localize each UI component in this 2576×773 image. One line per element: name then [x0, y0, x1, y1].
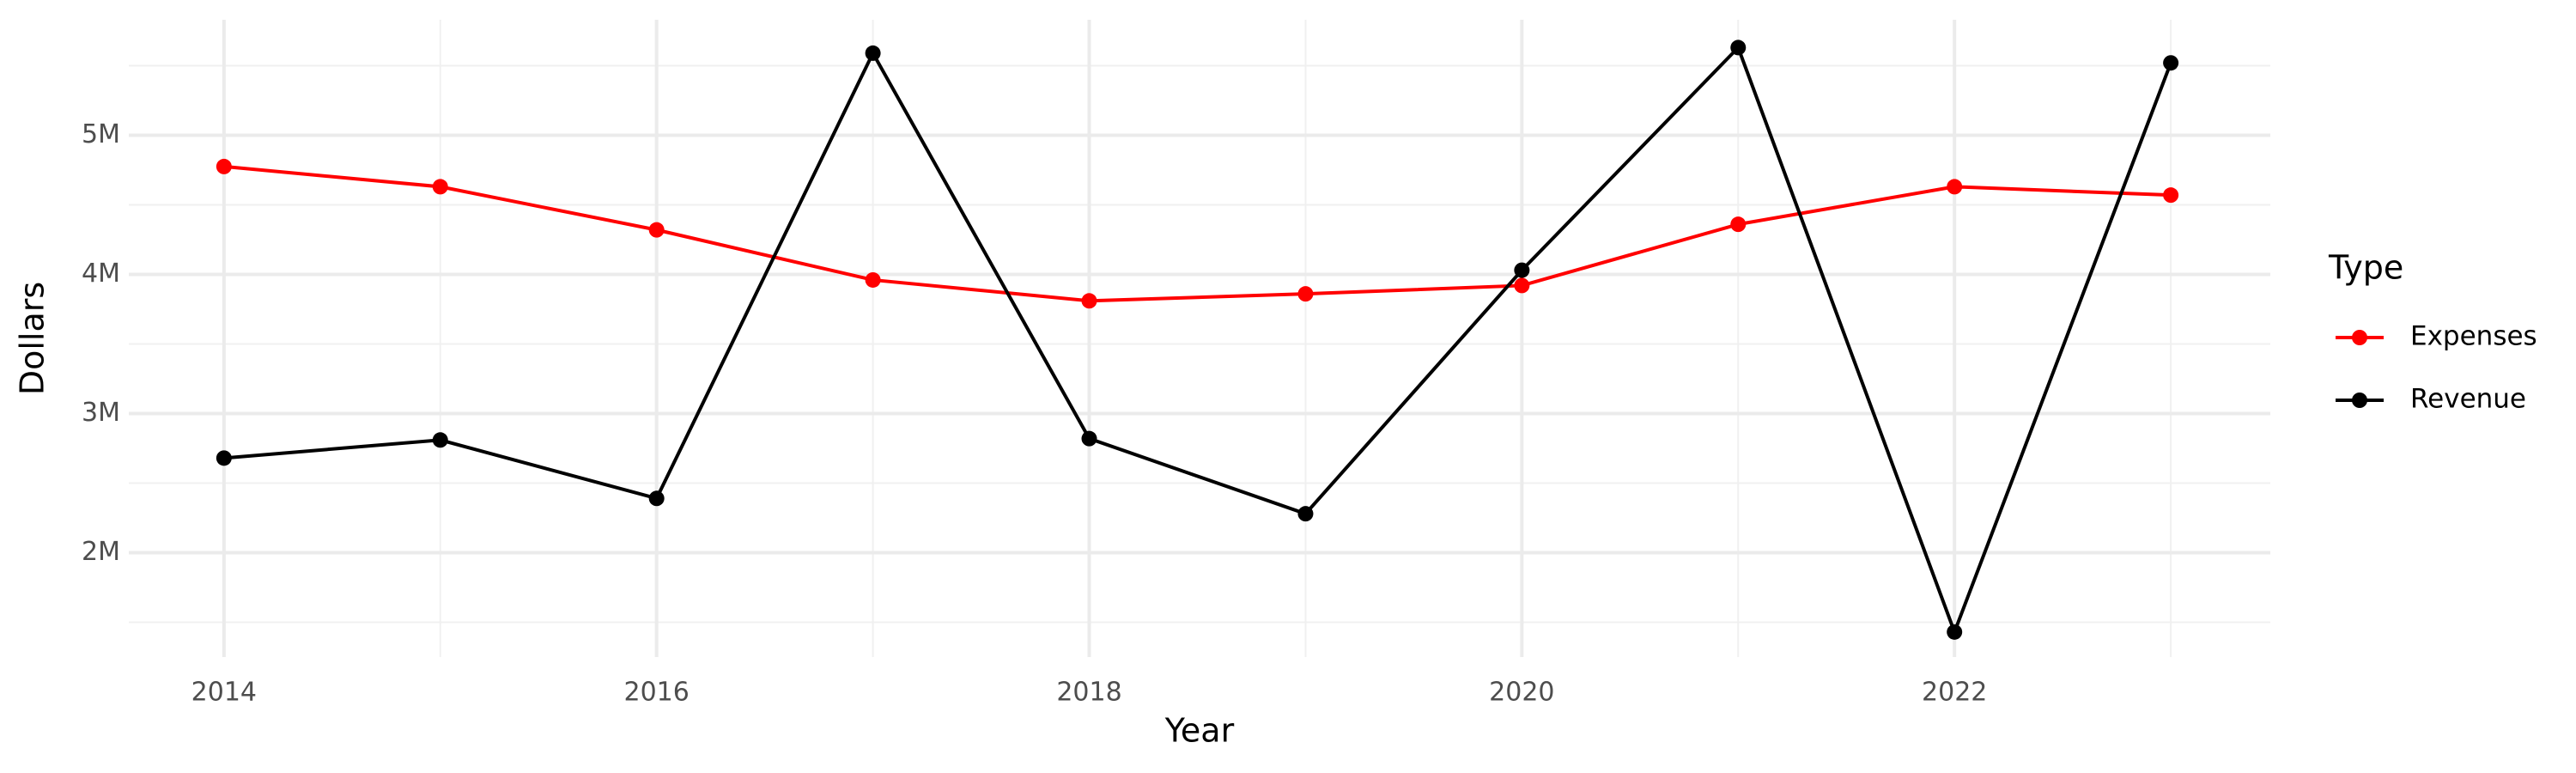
data-point	[1081, 430, 1097, 447]
x-tick-label: 2020	[1489, 678, 1554, 708]
x-tick-label: 2016	[624, 678, 690, 708]
data-point	[2163, 55, 2179, 71]
data-point	[648, 222, 665, 238]
data-point	[432, 179, 448, 195]
data-point	[1514, 277, 1530, 294]
legend-title: Type	[2328, 249, 2403, 287]
y-tick-label: 3M	[82, 398, 120, 428]
data-point	[2163, 187, 2179, 204]
y-tick-label: 2M	[82, 537, 120, 567]
data-point	[648, 490, 665, 507]
legend-key-point	[2352, 393, 2367, 408]
data-point	[216, 158, 232, 174]
x-tick-label: 2022	[1922, 678, 1987, 708]
data-point	[1947, 179, 1963, 195]
legend-label: Revenue	[2410, 384, 2526, 415]
y-tick-label: 4M	[82, 259, 120, 289]
data-point	[865, 45, 881, 61]
data-point	[432, 432, 448, 448]
data-point	[865, 271, 881, 288]
series-line	[223, 164, 2172, 303]
data-point	[1514, 262, 1530, 278]
x-tick-label: 2018	[1056, 678, 1121, 708]
y-axis-title: Dollars	[14, 282, 52, 395]
series-line	[223, 44, 2172, 637]
data-point	[1297, 506, 1314, 522]
data-point	[216, 450, 232, 466]
data-point	[1947, 624, 1963, 640]
y-tick-label: 5M	[82, 119, 120, 149]
data-point	[1730, 216, 1747, 233]
x-axis-title: Year	[1164, 712, 1235, 750]
data-point	[1730, 40, 1747, 56]
data-point	[1081, 293, 1097, 309]
legend-label: Expenses	[2410, 321, 2537, 352]
x-tick-label: 2014	[191, 678, 257, 708]
legend-key-point	[2352, 330, 2367, 345]
data-point	[1297, 286, 1314, 302]
